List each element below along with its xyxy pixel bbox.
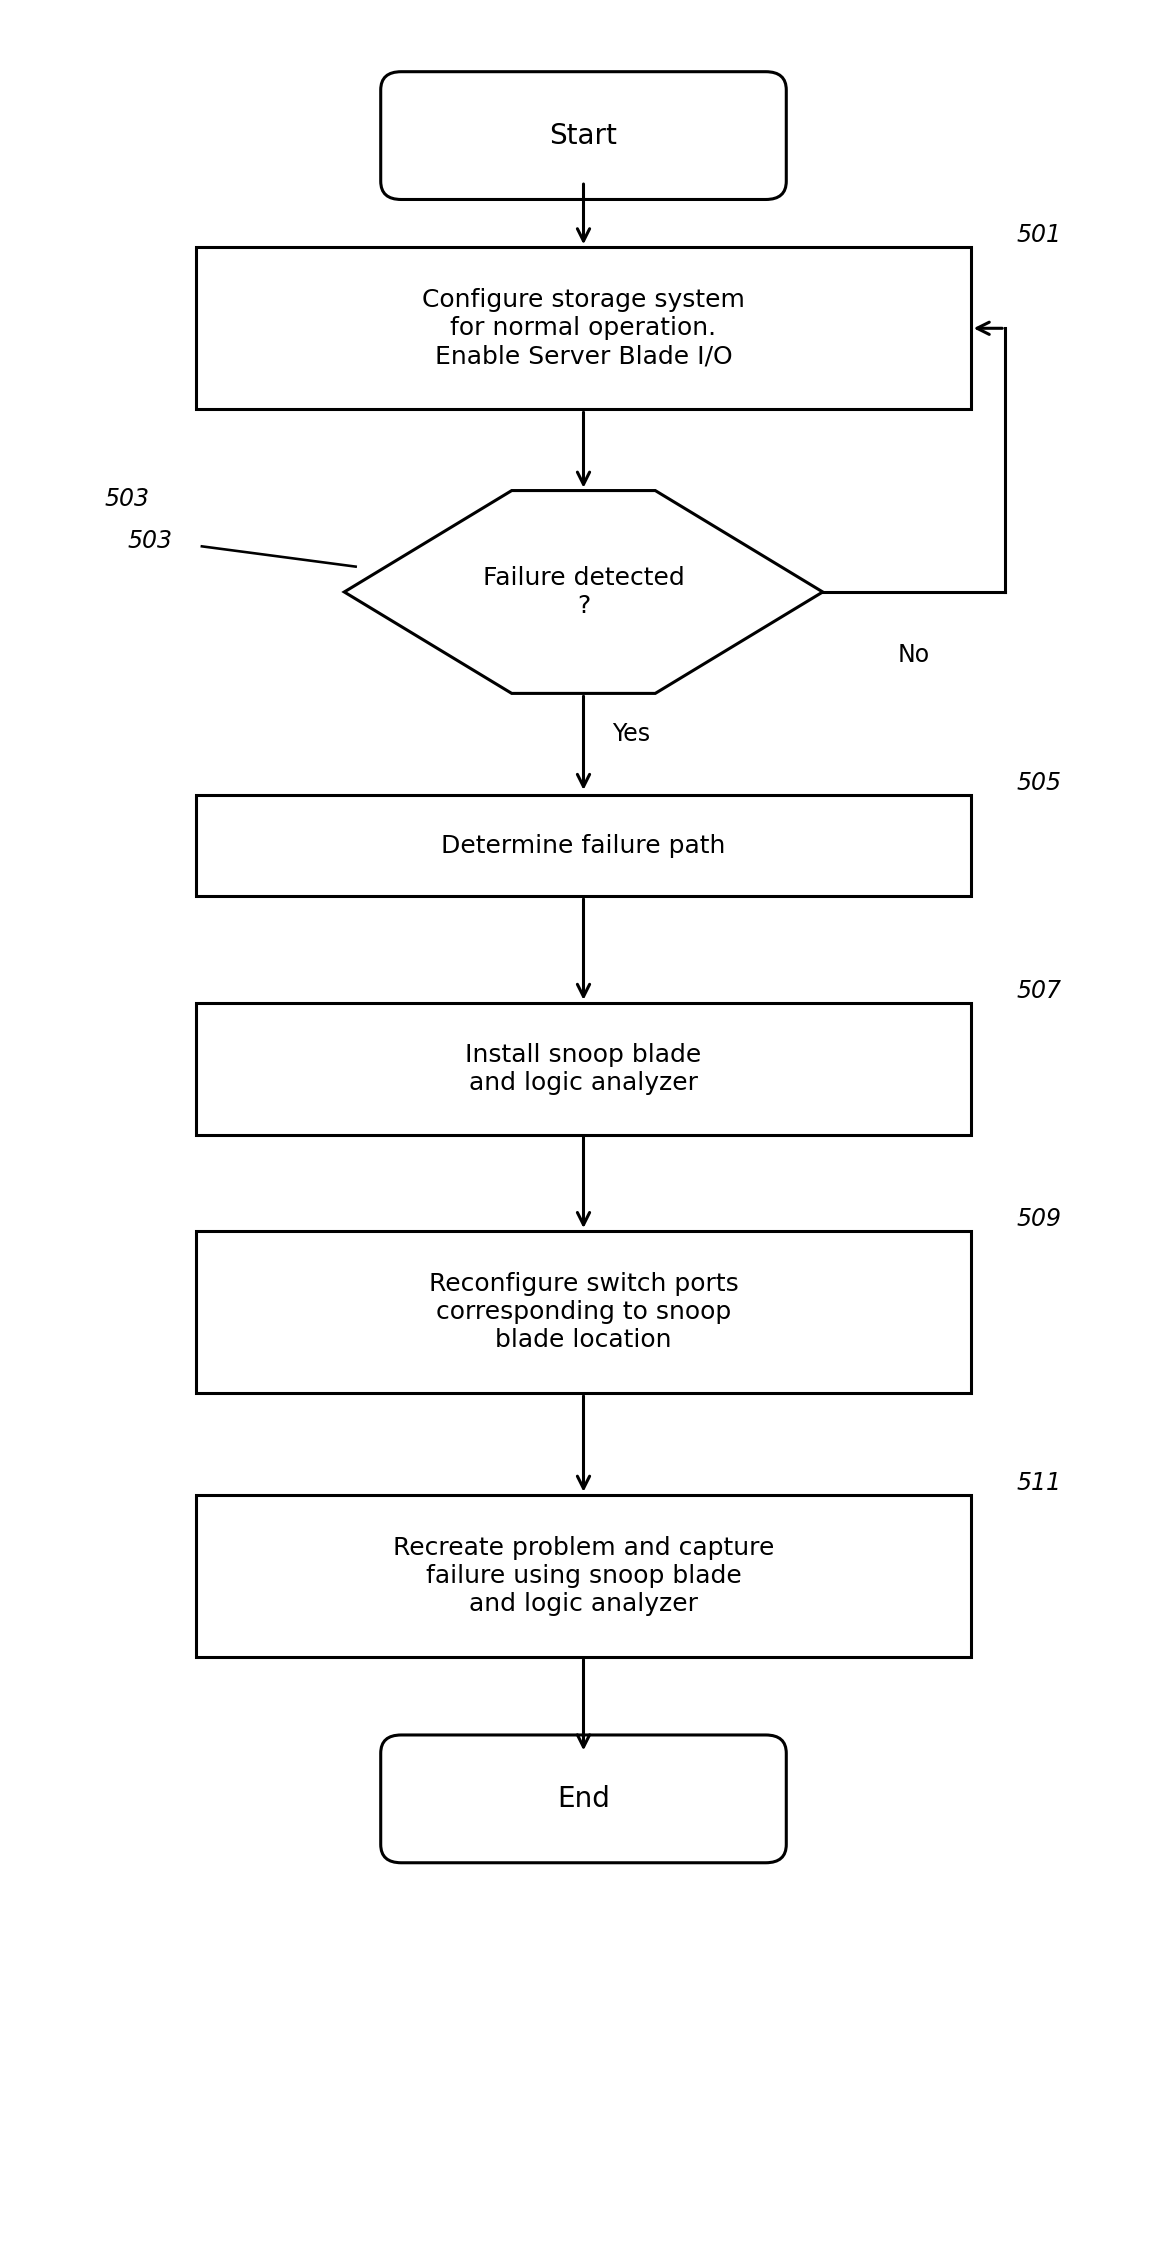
Text: Configure storage system
for normal operation.
Enable Server Blade I/O: Configure storage system for normal oper… xyxy=(422,289,745,368)
Text: Failure detected
?: Failure detected ? xyxy=(483,567,684,619)
Text: 503: 503 xyxy=(105,488,151,511)
Text: No: No xyxy=(897,644,930,666)
Text: 511: 511 xyxy=(1016,1471,1062,1495)
Bar xyxy=(196,1495,971,1656)
Text: 507: 507 xyxy=(1016,978,1062,1003)
Text: Reconfigure switch ports
corresponding to snoop
blade location: Reconfigure switch ports corresponding t… xyxy=(428,1272,739,1351)
Polygon shape xyxy=(344,490,823,694)
Text: 509: 509 xyxy=(1016,1206,1062,1231)
Text: Determine failure path: Determine failure path xyxy=(441,834,726,858)
Bar xyxy=(196,1003,971,1134)
FancyBboxPatch shape xyxy=(380,72,787,199)
Bar xyxy=(196,1231,971,1394)
Text: 505: 505 xyxy=(1016,770,1062,795)
Text: Start: Start xyxy=(550,122,617,149)
FancyBboxPatch shape xyxy=(380,1735,787,1864)
Text: Install snoop blade
and logic analyzer: Install snoop blade and logic analyzer xyxy=(466,1044,701,1096)
Text: Yes: Yes xyxy=(612,723,650,745)
Text: 501: 501 xyxy=(1016,224,1062,246)
Text: 503: 503 xyxy=(128,529,173,553)
Bar xyxy=(196,795,971,897)
Bar xyxy=(196,246,971,409)
Text: End: End xyxy=(557,1785,610,1814)
Text: Recreate problem and capture
failure using snoop blade
and logic analyzer: Recreate problem and capture failure usi… xyxy=(393,1536,774,1615)
